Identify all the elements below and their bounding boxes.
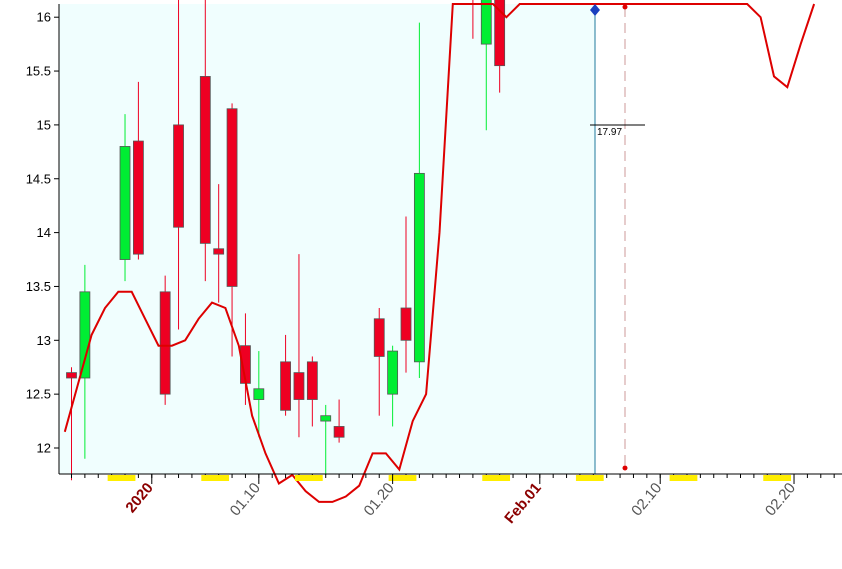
candle-down (373, 318, 385, 357)
forecast-boundary-bottom-marker (622, 465, 628, 471)
weekend-band (575, 475, 604, 481)
candle-down (213, 248, 225, 255)
history-background (59, 4, 595, 474)
candle-up (119, 146, 131, 260)
candle-down (333, 426, 345, 438)
weekend-band (201, 475, 230, 481)
y-tick-label: 14.5 (26, 171, 51, 186)
x-tick-label: Feb.01 (501, 480, 545, 527)
candle-up (320, 415, 332, 422)
candles (66, 0, 506, 481)
weekend-band (388, 475, 417, 481)
y-tick-label: 14 (37, 225, 51, 240)
x-tick-label: 01.10 (227, 480, 264, 520)
y-ticks (54, 16, 59, 449)
forecast-line (63, 3, 816, 503)
y-axis-labels: 1212.51313.51414.51515.51616.51717.51818… (26, 10, 51, 456)
y-tick-label: 12.5 (26, 387, 51, 402)
candle-down (400, 307, 412, 341)
x-tick-label: 02.10 (628, 480, 665, 520)
candle-up (413, 172, 425, 363)
weekend-band (294, 475, 323, 481)
candle-down (226, 108, 238, 287)
candle-up (480, 0, 492, 45)
x-tick-label: 02.20 (762, 480, 799, 520)
candle-down (293, 372, 305, 400)
y-tick-label: 16 (37, 10, 51, 25)
candle-up (387, 350, 399, 395)
candle-down (280, 361, 291, 411)
x-ticks (71, 474, 835, 481)
y-tick-label: 15 (37, 117, 51, 132)
x-tick-label: 2020 (122, 480, 156, 516)
forecast-boundary-top-marker (622, 4, 628, 10)
candle-down (173, 124, 184, 228)
candle-down (199, 76, 211, 244)
y-tick-label: 12 (37, 441, 51, 456)
current-date-marker-icon (590, 4, 600, 16)
weekend-band (763, 475, 792, 481)
candle-up (253, 388, 265, 400)
y-tick-label: 15.5 (26, 64, 51, 79)
candle-down (306, 361, 318, 400)
candle-down (159, 291, 171, 395)
candle-down (494, 0, 506, 67)
y-tick-label: 13 (37, 333, 51, 348)
weekend-band (107, 475, 136, 481)
candle-down (66, 372, 77, 379)
last-price-label: 17.97 (597, 127, 622, 138)
x-axis-labels: 2020 01.10 01.20 Feb.01 02.10 02.20 (122, 474, 799, 527)
weekend-band (669, 475, 698, 481)
x-tick-label: 01.20 (361, 480, 398, 520)
candle-down (132, 140, 144, 255)
candle-up (79, 291, 91, 379)
y-tick-label: 13.5 (26, 279, 51, 294)
weekend-band (482, 475, 511, 481)
